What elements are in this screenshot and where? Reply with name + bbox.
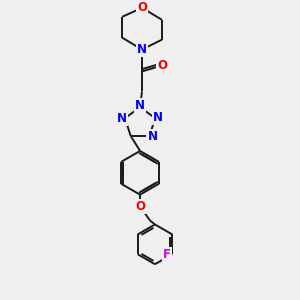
Text: O: O (135, 200, 145, 213)
Text: N: N (117, 112, 127, 125)
Text: N: N (153, 111, 163, 124)
Text: N: N (147, 130, 158, 143)
Text: F: F (163, 248, 171, 261)
Text: N: N (137, 43, 147, 56)
Text: O: O (137, 1, 147, 14)
Text: O: O (157, 59, 167, 72)
Text: N: N (135, 99, 145, 112)
